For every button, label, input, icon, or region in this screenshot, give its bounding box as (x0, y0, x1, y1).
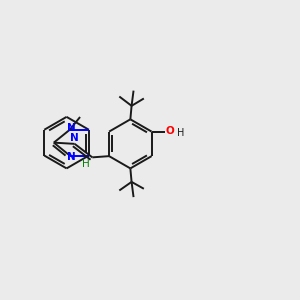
Text: O: O (165, 126, 174, 136)
Text: H: H (82, 159, 90, 169)
Text: N: N (67, 152, 75, 163)
Text: N: N (67, 123, 75, 133)
Text: N: N (70, 134, 79, 143)
Text: H: H (177, 128, 185, 138)
